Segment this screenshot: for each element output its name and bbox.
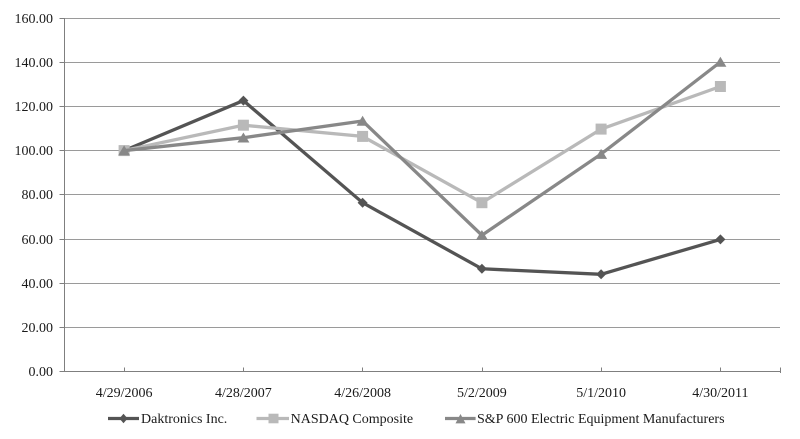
svg-text:20.00: 20.00 [22,321,54,336]
svg-text:4/30/2011: 4/30/2011 [692,386,748,401]
svg-text:100.00: 100.00 [15,144,54,159]
svg-text:4/26/2008: 4/26/2008 [334,386,391,401]
svg-text:80.00: 80.00 [22,188,54,203]
svg-text:40.00: 40.00 [22,277,54,292]
svg-text:NASDAQ Composite: NASDAQ Composite [291,412,414,427]
svg-text:60.00: 60.00 [22,233,54,248]
svg-text:5/1/2010: 5/1/2010 [576,386,626,401]
svg-text:Daktronics Inc.: Daktronics Inc. [141,412,227,427]
svg-text:5/2/2009: 5/2/2009 [457,386,507,401]
svg-text:120.00: 120.00 [15,100,54,115]
svg-text:140.00: 140.00 [15,56,54,71]
svg-text:4/29/2006: 4/29/2006 [96,386,153,401]
svg-text:S&P 600 Electric Equipment Man: S&P 600 Electric Equipment Manufacturers [477,412,725,427]
svg-text:0.00: 0.00 [29,365,54,380]
svg-text:4/28/2007: 4/28/2007 [215,386,272,401]
svg-text:160.00: 160.00 [15,12,54,27]
